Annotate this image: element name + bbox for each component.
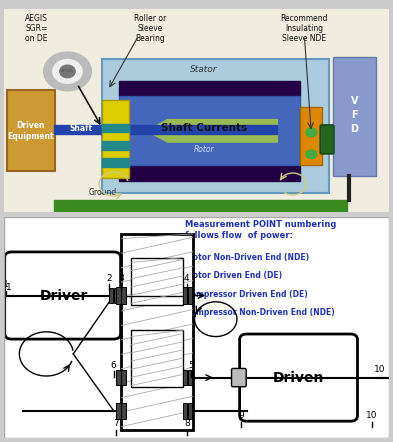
FancyBboxPatch shape [320, 125, 334, 154]
Text: Shaft Currents: Shaft Currents [161, 123, 247, 133]
Bar [187, 287, 192, 304]
Bar [119, 165, 301, 181]
Text: Recommend
Insulating
Sleeve NDE: Recommend Insulating Sleeve NDE [281, 14, 328, 43]
Bar [102, 99, 129, 178]
Bar [301, 107, 322, 165]
FancyBboxPatch shape [231, 369, 246, 387]
Circle shape [53, 60, 82, 83]
Text: 10: 10 [374, 365, 385, 374]
Circle shape [306, 150, 317, 159]
Circle shape [44, 52, 91, 91]
Text: 1: 1 [3, 280, 9, 289]
Text: Motor Driven End (DE): Motor Driven End (DE) [185, 271, 282, 280]
Text: Shaft: Shaft [70, 124, 92, 133]
Bar [183, 403, 187, 419]
Circle shape [60, 65, 75, 78]
Bar [54, 125, 277, 134]
Text: Compressor Non-Driven End (NDE): Compressor Non-Driven End (NDE) [185, 308, 335, 317]
Bar [102, 158, 129, 167]
Text: 7: 7 [113, 419, 119, 428]
Bar [121, 234, 193, 430]
Bar [7, 90, 55, 171]
Bar [131, 330, 183, 387]
Text: 3: 3 [119, 274, 124, 283]
Text: 9: 9 [238, 411, 244, 420]
Text: Compressor Driven End (DE): Compressor Driven End (DE) [185, 290, 308, 298]
Text: AEGIS
SGR=
on DE: AEGIS SGR= on DE [25, 14, 48, 43]
Text: Driver: Driver [39, 289, 88, 302]
Text: 5: 5 [188, 361, 194, 370]
Text: Driven: Driven [273, 370, 324, 385]
Text: Driven
Equipment: Driven Equipment [7, 121, 54, 141]
Text: Measurement POINT numbering
follows flow  of power:: Measurement POINT numbering follows flow… [185, 220, 336, 240]
FancyArrow shape [147, 120, 277, 142]
Text: Ground: Ground [89, 188, 117, 197]
Text: Motor Non-Driven End (NDE): Motor Non-Driven End (NDE) [185, 253, 309, 262]
Bar [187, 403, 192, 419]
Bar [114, 288, 118, 303]
Text: 2: 2 [106, 274, 112, 283]
Bar [187, 370, 192, 385]
Bar [333, 57, 376, 176]
FancyBboxPatch shape [5, 252, 121, 339]
Bar [116, 370, 121, 385]
Bar [131, 258, 183, 305]
Bar [183, 287, 187, 304]
Bar [102, 141, 129, 149]
Text: 6: 6 [111, 361, 117, 370]
Bar [116, 287, 121, 304]
Text: 8: 8 [184, 419, 190, 428]
Text: AEGIS: AEGIS [61, 69, 74, 73]
Text: V
F
D: V F D [351, 96, 358, 134]
Circle shape [306, 128, 317, 137]
Bar [183, 370, 187, 385]
Text: 10: 10 [366, 411, 378, 420]
Text: Stator: Stator [191, 65, 218, 74]
Bar [102, 124, 129, 133]
Bar [54, 200, 347, 210]
Bar [116, 403, 121, 419]
Bar [119, 96, 301, 165]
Bar [121, 370, 126, 385]
Bar [102, 59, 329, 194]
FancyBboxPatch shape [240, 334, 358, 421]
Text: 1: 1 [6, 283, 12, 292]
Text: Rotor: Rotor [194, 145, 215, 154]
Bar [121, 403, 126, 419]
Bar [119, 81, 301, 96]
Text: Roller or
Sleeve
Bearing: Roller or Sleeve Bearing [134, 14, 166, 43]
Bar [121, 287, 126, 304]
Bar [109, 288, 113, 303]
Text: 4: 4 [184, 274, 190, 283]
